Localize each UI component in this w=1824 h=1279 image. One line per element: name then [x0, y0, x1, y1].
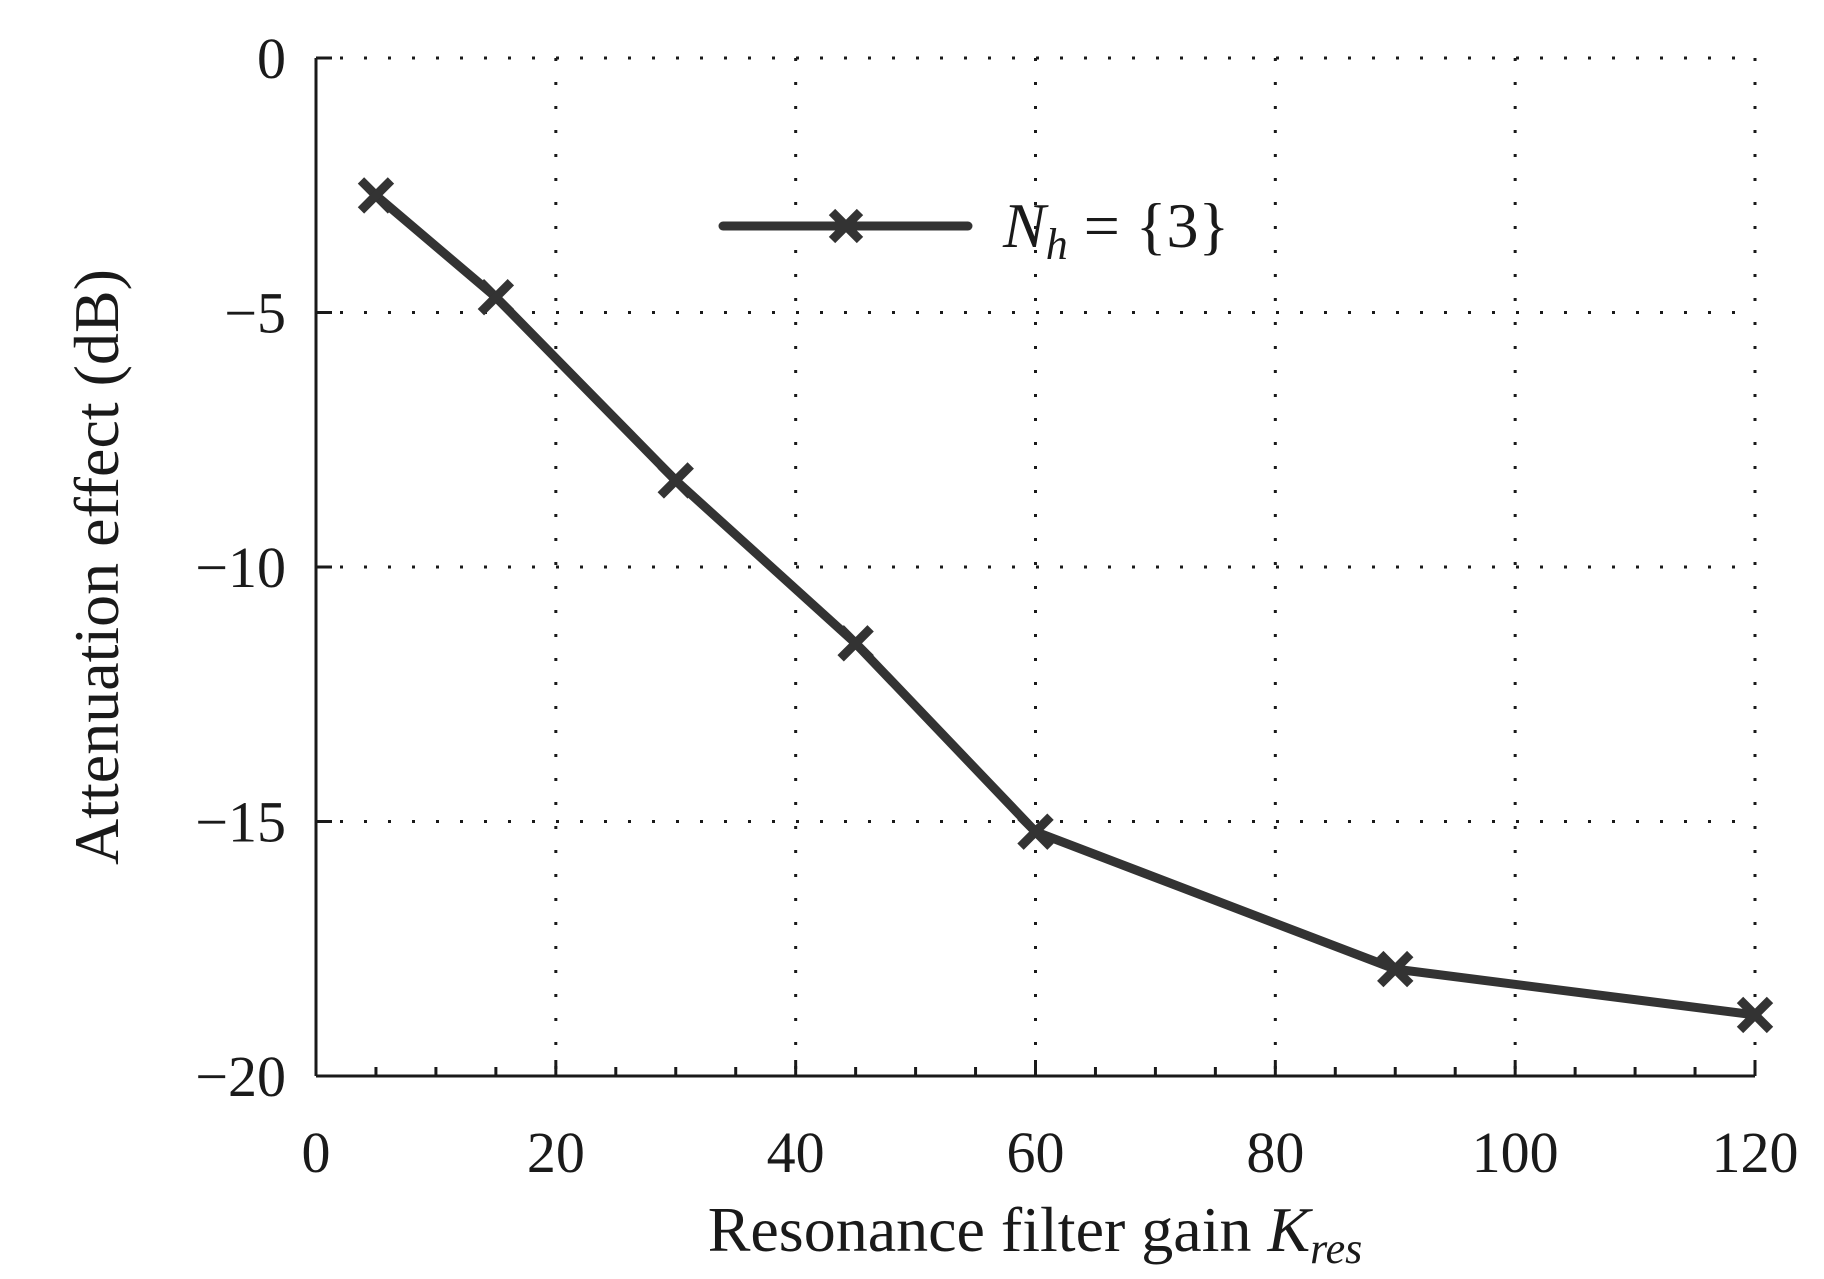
ticks: 0 20 40 60 80 100 120 0 −5 −10 −15 −20 [195, 26, 1798, 1185]
x-tick-label-20: 20 [527, 1120, 585, 1185]
data-point [1736, 996, 1774, 1034]
x-axis-label: Resonance filter gain Kres [708, 1194, 1363, 1273]
legend-marker [828, 208, 864, 244]
data-point [1017, 813, 1054, 850]
data-point [477, 279, 515, 316]
legend: Nh = {3} [718, 190, 1229, 269]
y-tick-label--5: −5 [224, 281, 286, 346]
data-point-stroke-b [357, 177, 395, 214]
data-point-stroke-b [657, 462, 694, 499]
data-point-stroke-b [1736, 996, 1774, 1034]
x-tick-label-80: 80 [1246, 1120, 1304, 1185]
y-tick-label--15: −15 [195, 790, 286, 855]
data-point [837, 625, 874, 662]
x-tick-label-60: 60 [1007, 1120, 1065, 1185]
series-line-0 [371, 190, 1760, 1020]
series [357, 177, 1774, 1034]
y-axis-label: Attenuation effect (dB) [61, 269, 132, 865]
legend-label: Nh = {3} [1002, 190, 1229, 269]
y-tick-label--20: −20 [195, 1044, 286, 1109]
data-point [657, 462, 694, 499]
x-tick-label-40: 40 [767, 1120, 825, 1185]
data-point-stroke-b [837, 625, 874, 662]
data-point-stroke-b [1017, 813, 1054, 850]
x-tick-label-0: 0 [302, 1120, 331, 1185]
x-tick-label-100: 100 [1472, 1120, 1559, 1185]
data-point-stroke-b [1377, 950, 1414, 988]
data-point [1377, 950, 1414, 988]
x-tick-label-120: 120 [1712, 1120, 1799, 1185]
data-point-stroke-b [477, 279, 515, 316]
data-point [357, 177, 395, 214]
y-tick-label-0: 0 [257, 26, 286, 91]
y-tick-label--10: −10 [195, 535, 286, 600]
